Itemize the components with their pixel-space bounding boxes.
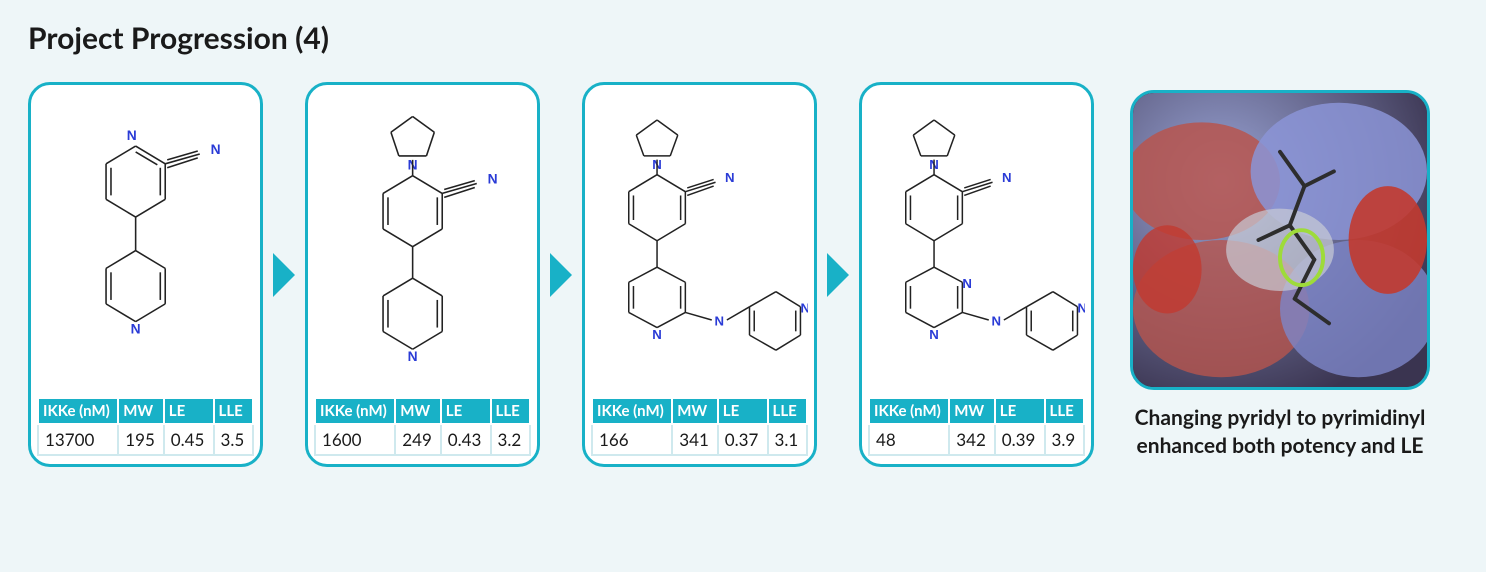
col-ikke: IKKe (nM): [592, 398, 672, 425]
svg-text:N: N: [488, 172, 498, 187]
compound-card: N N: [305, 82, 540, 467]
col-mw: MW: [949, 398, 995, 425]
col-le: LE: [164, 398, 214, 425]
arrow-icon: [273, 253, 295, 297]
progression-row: N: [28, 82, 1458, 467]
table-row: 166 341 0.37 3.1: [592, 424, 807, 455]
col-mw: MW: [118, 398, 164, 425]
svg-text:N: N: [929, 327, 939, 342]
val-mw: 195: [118, 424, 164, 455]
col-le: LE: [995, 398, 1045, 425]
table-row: 1600 249 0.43 3.2: [315, 424, 530, 455]
compound-card: N: [28, 82, 263, 467]
col-ikke: IKKe (nM): [38, 398, 118, 425]
svg-text:N: N: [725, 170, 735, 185]
structure-diagram: N: [31, 85, 260, 397]
table-row: 48 342 0.39 3.9: [869, 424, 1084, 455]
svg-text:N: N: [800, 300, 808, 315]
surface-caption: Changing pyridyl to pyrimidinyl enhanced…: [1130, 404, 1430, 459]
col-lle: LLE: [768, 398, 807, 425]
data-table: IKKe (nM) MW LE LLE 1600 249 0.43 3.2: [314, 397, 531, 457]
svg-text:N: N: [408, 349, 418, 364]
data-table: IKKe (nM) MW LE LLE 166 341 0.37 3.1: [591, 397, 808, 457]
val-lle: 3.9: [1045, 424, 1084, 455]
val-mw: 249: [395, 424, 441, 455]
val-ikke: 48: [869, 424, 949, 455]
val-lle: 3.2: [491, 424, 530, 455]
val-lle: 3.5: [214, 424, 253, 455]
svg-text:N: N: [131, 321, 141, 336]
col-mw: MW: [672, 398, 718, 425]
col-mw: MW: [395, 398, 441, 425]
val-mw: 342: [949, 424, 995, 455]
compound-card: N N: [582, 82, 817, 467]
col-le: LE: [441, 398, 491, 425]
val-mw: 341: [672, 424, 718, 455]
svg-text:N: N: [715, 314, 725, 329]
svg-text:N: N: [127, 128, 137, 143]
table-row: 13700 195 0.45 3.5: [38, 424, 253, 455]
val-ikke: 166: [592, 424, 672, 455]
col-lle: LLE: [491, 398, 530, 425]
svg-text:N: N: [652, 327, 662, 342]
structure-diagram: N N: [862, 85, 1091, 397]
val-le: 0.37: [718, 424, 768, 455]
val-ikke: 1600: [315, 424, 395, 455]
val-ikke: 13700: [38, 424, 118, 455]
col-ikke: IKKe (nM): [315, 398, 395, 425]
col-lle: LLE: [214, 398, 253, 425]
data-table: IKKe (nM) MW LE LLE 13700 195 0.45 3.5: [37, 397, 254, 457]
col-ikke: IKKe (nM): [869, 398, 949, 425]
data-table: IKKe (nM) MW LE LLE 48 342 0.39 3.9: [868, 397, 1085, 457]
svg-text:N: N: [211, 142, 221, 157]
arrow-icon: [827, 253, 849, 297]
structure-diagram: N N: [308, 85, 537, 397]
protein-surface-image: [1130, 90, 1430, 390]
arrow-icon: [550, 253, 572, 297]
col-lle: LLE: [1045, 398, 1084, 425]
compound-card: N N: [859, 82, 1094, 467]
structure-diagram: N N: [585, 85, 814, 397]
val-le: 0.43: [441, 424, 491, 455]
col-le: LE: [718, 398, 768, 425]
surface-panel: Changing pyridyl to pyrimidinyl enhanced…: [1130, 90, 1430, 459]
val-le: 0.45: [164, 424, 214, 455]
svg-text:N: N: [1002, 170, 1012, 185]
svg-text:N: N: [962, 276, 972, 291]
val-le: 0.39: [995, 424, 1045, 455]
svg-text:N: N: [992, 314, 1002, 329]
page-title: Project Progression (4): [28, 20, 1458, 56]
val-lle: 3.1: [768, 424, 807, 455]
svg-text:N: N: [1077, 300, 1085, 315]
